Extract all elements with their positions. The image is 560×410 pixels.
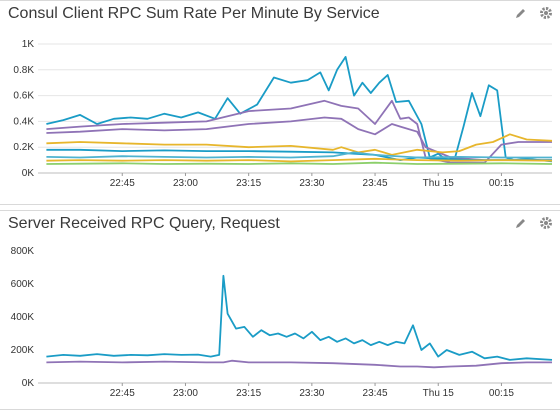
x-tick-label: 23:45: [363, 388, 388, 399]
series-line-4: [46, 133, 553, 156]
x-tick-label: 00:15: [489, 388, 514, 399]
x-tick-label: 23:15: [236, 178, 261, 189]
y-tick-label: 600K: [11, 279, 35, 290]
series-line-2: [46, 99, 552, 164]
panel-title: Consul Client RPC Sum Rate Per Minute By…: [8, 5, 380, 22]
y-tick-label: 0K: [22, 378, 35, 389]
x-tick-label: Thu 15: [423, 388, 455, 399]
y-tick-label: 0K: [22, 168, 35, 179]
series-line-8: [46, 151, 552, 159]
y-tick-label: 0.8K: [13, 65, 34, 76]
series-line-7: [46, 157, 553, 163]
panel-tools: [512, 215, 554, 231]
series-line-1: [46, 274, 553, 361]
gear-icon[interactable]: [538, 5, 554, 21]
rpc-query-panel: Server Received RPC Query, Request 0K 200…: [0, 210, 560, 410]
y-tick-label: 0.2K: [13, 142, 34, 153]
series-line-5: [46, 148, 552, 162]
rpc-sum-rate-panel: Consul Client RPC Sum Rate Per Minute By…: [0, 0, 560, 205]
series-line-2: [46, 359, 552, 369]
x-tick-label: 23:00: [173, 388, 198, 399]
y-tick-label: 400K: [11, 312, 35, 323]
x-tick-label: 23:00: [173, 178, 198, 189]
x-tick-label: 22:45: [110, 388, 135, 399]
y-tick-label: 0.6K: [13, 91, 34, 102]
x-tick-label: 23:45: [363, 178, 388, 189]
y-tick-label: 200K: [11, 345, 35, 356]
rpc-query-chart: 0K 200K 400K 600K 800K 22:45 23:00 23:15 23:30 23…: [11, 246, 553, 399]
y-tick-label: 0.4K: [13, 116, 34, 127]
x-tick-label: Thu 15: [423, 178, 455, 189]
gear-icon[interactable]: [538, 215, 554, 231]
x-tick-label: 22:45: [110, 178, 135, 189]
y-tick-label: 800K: [11, 246, 35, 257]
panel-tools: [512, 5, 554, 21]
series-line-1: [46, 56, 553, 163]
y-tick-label: 1K: [22, 39, 35, 50]
x-tick-label: 00:15: [489, 178, 514, 189]
pencil-icon[interactable]: [512, 5, 528, 21]
pencil-icon[interactable]: [512, 215, 528, 231]
panel-title: Server Received RPC Query, Request: [8, 215, 280, 232]
x-tick-label: 23:30: [299, 388, 324, 399]
x-tick-label: 23:30: [299, 178, 324, 189]
x-tick-label: 23:15: [236, 388, 261, 399]
rpc-sum-rate-chart: 0K 0.2K 0.4K 0.6K 0.8K 1K 22:45 23:00 23:15 23:30…: [13, 39, 553, 189]
series-line-6: [46, 161, 553, 165]
